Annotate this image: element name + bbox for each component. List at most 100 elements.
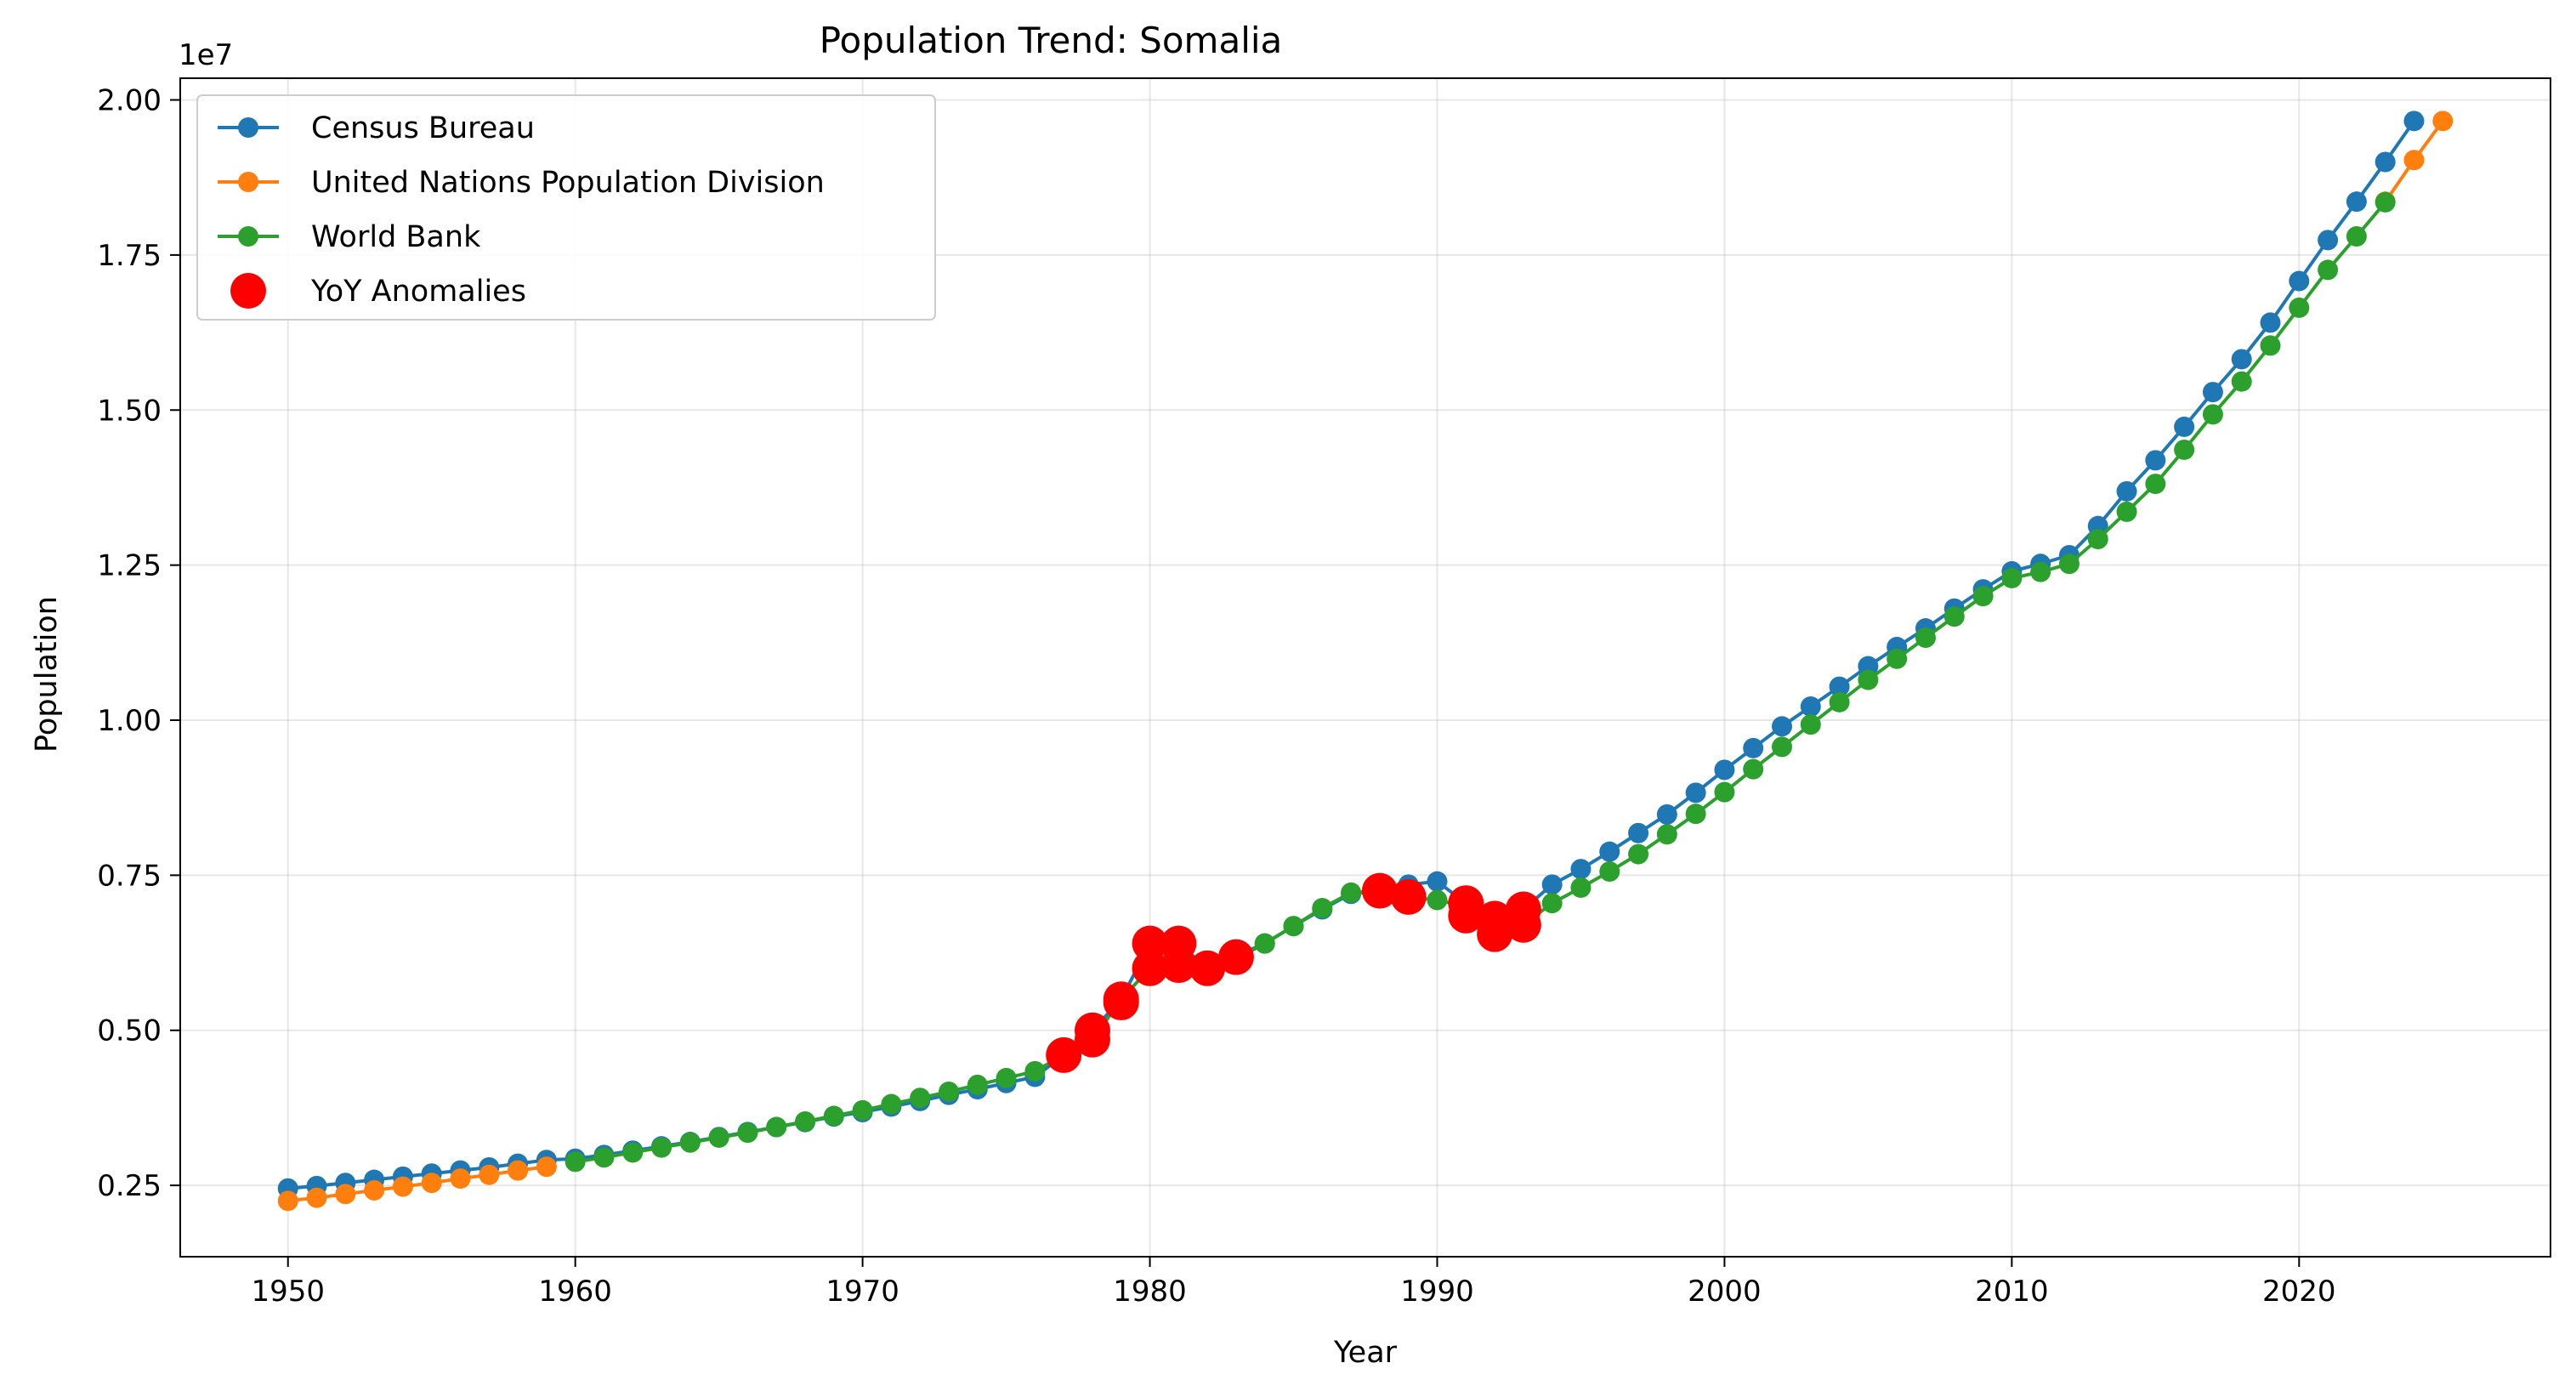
data-point bbox=[2375, 191, 2396, 213]
data-point bbox=[2403, 150, 2425, 171]
y-tick-label: 1.50 bbox=[97, 394, 162, 428]
data-point bbox=[1570, 877, 1592, 898]
data-point bbox=[2346, 191, 2367, 213]
data-point bbox=[1772, 716, 1793, 737]
data-point bbox=[277, 1190, 298, 1212]
data-point bbox=[910, 1088, 931, 1109]
data-point bbox=[622, 1142, 644, 1163]
data-point bbox=[651, 1137, 672, 1158]
data-point bbox=[2030, 561, 2051, 582]
data-point bbox=[2289, 270, 2310, 292]
data-point bbox=[1685, 782, 1706, 804]
data-point bbox=[2116, 480, 2137, 502]
data-point bbox=[1541, 874, 1563, 895]
y-axis-offset-label: 1e7 bbox=[179, 38, 233, 72]
data-point bbox=[1915, 627, 1936, 648]
legend-swatch-marker bbox=[238, 117, 258, 138]
data-point bbox=[1743, 737, 1764, 758]
data-point bbox=[1800, 714, 1821, 735]
legend-swatch-marker bbox=[238, 226, 258, 247]
x-tick-label: 2000 bbox=[1688, 1275, 1762, 1309]
data-point bbox=[421, 1173, 442, 1194]
data-point bbox=[1887, 648, 1908, 669]
anomaly-point bbox=[1132, 925, 1168, 962]
data-point bbox=[996, 1067, 1017, 1088]
data-point bbox=[1685, 804, 1706, 825]
data-point bbox=[2318, 230, 2339, 251]
x-tick-label: 2020 bbox=[2262, 1275, 2336, 1309]
data-point bbox=[1599, 860, 1620, 882]
data-point bbox=[536, 1156, 557, 1178]
data-point bbox=[2174, 439, 2195, 460]
anomaly-point bbox=[1361, 872, 1398, 909]
data-point bbox=[2346, 226, 2367, 247]
data-point bbox=[1427, 889, 1448, 911]
legend: Census Bureau United Nations Population D… bbox=[196, 94, 936, 321]
data-point bbox=[881, 1093, 902, 1115]
data-point bbox=[2260, 335, 2281, 356]
data-point bbox=[1656, 804, 1677, 825]
series-yoy-anomalies bbox=[1046, 872, 1541, 1073]
data-point bbox=[1628, 822, 1649, 843]
data-point bbox=[737, 1122, 758, 1144]
data-point bbox=[2202, 382, 2223, 403]
data-point bbox=[2260, 312, 2281, 333]
data-point bbox=[593, 1147, 615, 1168]
data-point bbox=[1772, 736, 1793, 758]
data-point bbox=[1427, 871, 1448, 892]
x-tick-label: 1980 bbox=[1113, 1275, 1187, 1309]
x-tick-label: 1950 bbox=[251, 1275, 325, 1309]
x-tick-label: 1970 bbox=[826, 1275, 899, 1309]
data-point bbox=[679, 1132, 701, 1153]
legend-label: United Nations Population Division bbox=[311, 166, 825, 200]
data-point bbox=[1714, 781, 1735, 803]
anomaly-point bbox=[1132, 950, 1168, 986]
series-line bbox=[287, 1165, 548, 1203]
data-point bbox=[852, 1099, 873, 1121]
y-tick-label: 2.00 bbox=[97, 84, 162, 118]
data-point bbox=[2231, 371, 2252, 392]
y-tick-label: 1.00 bbox=[97, 704, 162, 738]
data-point bbox=[392, 1176, 413, 1197]
data-point bbox=[1570, 859, 1592, 880]
data-point bbox=[1714, 759, 1735, 781]
data-point bbox=[938, 1081, 959, 1102]
data-point bbox=[450, 1168, 471, 1190]
anomaly-point bbox=[1505, 891, 1541, 928]
data-point bbox=[766, 1116, 787, 1138]
data-point bbox=[2145, 450, 2166, 471]
data-point bbox=[1024, 1060, 1046, 1082]
legend-box bbox=[196, 94, 936, 321]
data-point bbox=[1599, 841, 1620, 862]
data-point bbox=[1628, 843, 1649, 865]
data-point bbox=[2202, 404, 2223, 425]
data-point bbox=[1858, 669, 1879, 690]
data-point bbox=[967, 1074, 988, 1095]
data-point bbox=[823, 1105, 844, 1127]
x-tick-label: 1960 bbox=[538, 1275, 612, 1309]
data-point bbox=[1829, 676, 1850, 697]
anomaly-point bbox=[1074, 1012, 1110, 1048]
x-tick-label: 1990 bbox=[1400, 1275, 1474, 1309]
legend-label: YoY Anomalies bbox=[310, 275, 526, 309]
data-point bbox=[2403, 111, 2425, 132]
y-tick-label: 1.75 bbox=[97, 239, 162, 273]
axes: 1950 1960 1970 1980 1990 2000 2010 2020 0.25 0.50… bbox=[97, 77, 2551, 1309]
data-point bbox=[1943, 606, 1965, 628]
data-point bbox=[508, 1160, 529, 1181]
data-point bbox=[1312, 898, 1333, 919]
data-point bbox=[1283, 916, 1304, 937]
data-point bbox=[479, 1164, 500, 1185]
data-point bbox=[1541, 893, 1563, 914]
series-lines bbox=[277, 111, 2454, 1212]
anomaly-point bbox=[1046, 1036, 1082, 1073]
legend-swatch-marker bbox=[238, 172, 258, 192]
legend-item: World Bank bbox=[218, 220, 481, 254]
y-tick-label: 0.25 bbox=[97, 1169, 162, 1203]
x-tick-label: 2010 bbox=[1975, 1275, 2049, 1309]
data-point bbox=[2432, 111, 2454, 132]
y-tick-label: 0.75 bbox=[97, 859, 162, 893]
data-point bbox=[2174, 416, 2195, 437]
